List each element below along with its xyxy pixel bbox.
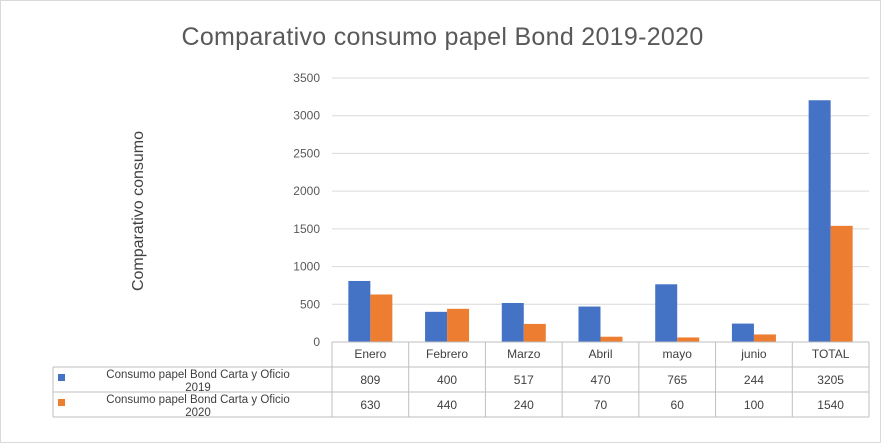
data-label: 60 bbox=[671, 398, 685, 412]
legend-label-line: Consumo papel Bond Carta y Oficio bbox=[106, 369, 289, 381]
bar-2 bbox=[523, 323, 546, 342]
bar-1 bbox=[655, 284, 678, 342]
bar-1 bbox=[808, 100, 831, 342]
bar-2 bbox=[600, 336, 623, 342]
y-tick-label: 2500 bbox=[293, 146, 320, 160]
bar-2 bbox=[753, 334, 776, 342]
legend-label-line: Consumo papel Bond Carta y Oficio bbox=[106, 394, 289, 406]
data-label: 630 bbox=[360, 398, 380, 412]
x-tick-label: junio bbox=[740, 347, 767, 361]
legend-swatch-1 bbox=[58, 374, 65, 381]
y-tick-label: 1500 bbox=[293, 222, 320, 236]
chart-title: Comparativo consumo papel Bond 2019-2020 bbox=[181, 23, 704, 51]
legend-swatch-2 bbox=[58, 399, 65, 406]
bar-1 bbox=[578, 306, 601, 342]
data-label: 400 bbox=[437, 373, 457, 387]
legend-label-line: 2020 bbox=[185, 407, 211, 419]
y-tick-label: 500 bbox=[300, 297, 320, 311]
x-tick-label: Febrero bbox=[426, 347, 468, 361]
bar-1 bbox=[501, 303, 524, 342]
y-tick-label: 3000 bbox=[293, 109, 320, 123]
bar-2 bbox=[677, 337, 700, 342]
data-label: 244 bbox=[744, 373, 764, 387]
bar-2 bbox=[447, 308, 470, 342]
bar-1 bbox=[425, 311, 448, 342]
x-tick-label: mayo bbox=[663, 347, 693, 361]
x-tick-label: TOTAL bbox=[812, 347, 850, 361]
y-tick-label: 2000 bbox=[293, 184, 320, 198]
x-tick-label: Abril bbox=[588, 347, 612, 361]
y-tick-label: 1000 bbox=[293, 260, 320, 274]
x-tick-label: Marzo bbox=[507, 347, 541, 361]
data-label: 240 bbox=[514, 398, 534, 412]
data-label: 100 bbox=[744, 398, 764, 412]
data-label: 70 bbox=[594, 398, 608, 412]
x-tick-label: Enero bbox=[354, 347, 386, 361]
data-label: 809 bbox=[360, 373, 380, 387]
bar-2 bbox=[370, 294, 393, 342]
bar-1 bbox=[348, 280, 371, 342]
legend-label-line: 2019 bbox=[185, 382, 211, 394]
bar-1 bbox=[731, 323, 754, 342]
data-label: 440 bbox=[437, 398, 457, 412]
data-label: 517 bbox=[514, 373, 534, 387]
data-label: 3205 bbox=[817, 373, 844, 387]
data-label: 765 bbox=[667, 373, 687, 387]
y-tick-label: 0 bbox=[313, 335, 320, 349]
bar-2 bbox=[830, 225, 853, 342]
y-tick-label: 3500 bbox=[293, 71, 320, 85]
data-label: 1540 bbox=[817, 398, 844, 412]
data-label: 470 bbox=[590, 373, 610, 387]
